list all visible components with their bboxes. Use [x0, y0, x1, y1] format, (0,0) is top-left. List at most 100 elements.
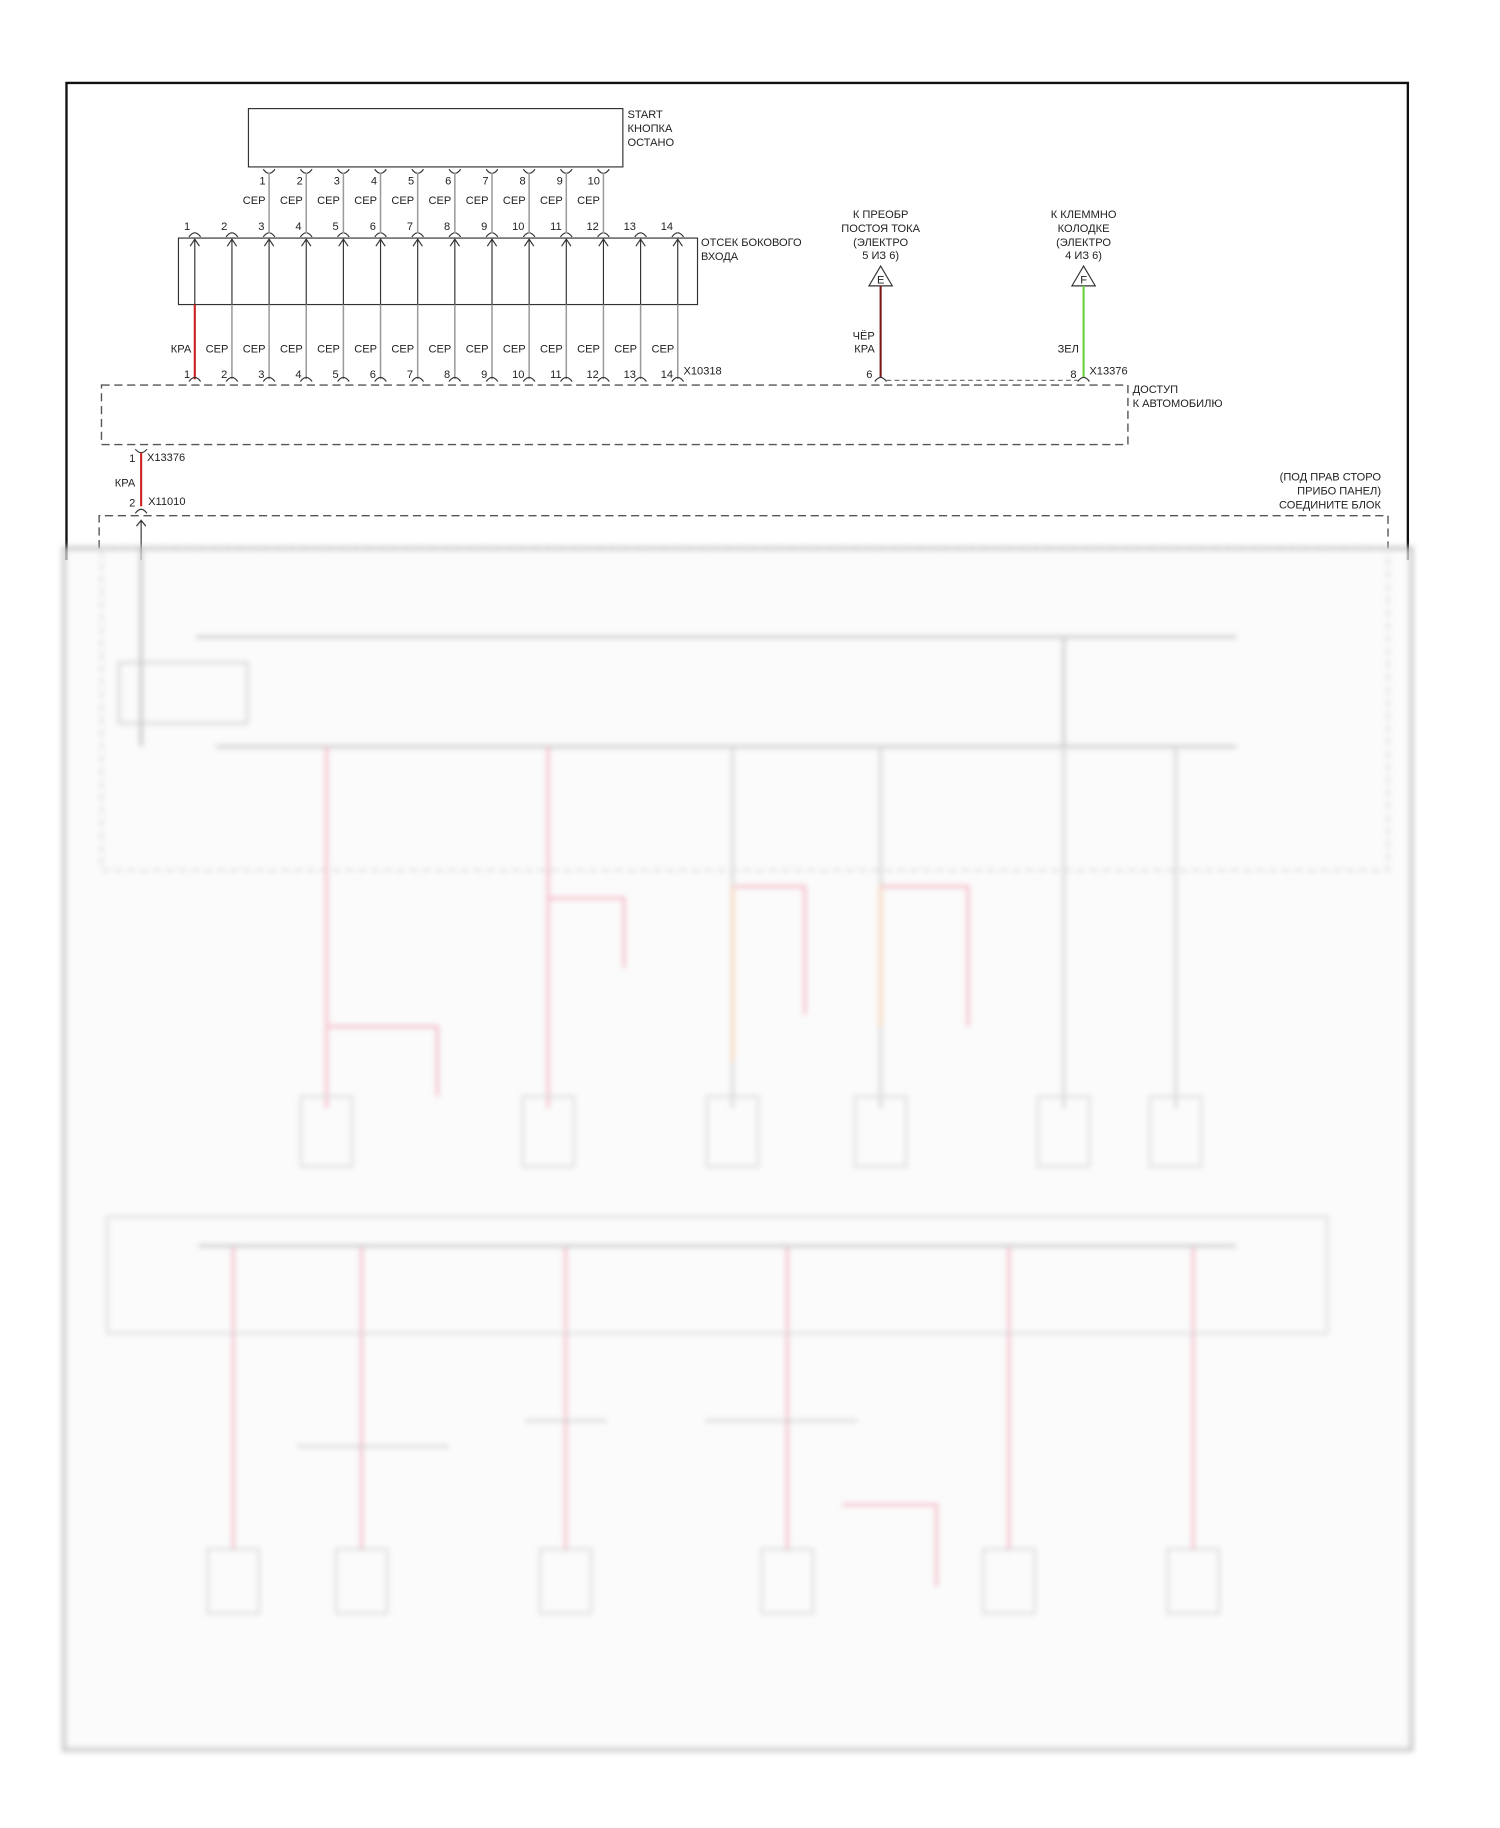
diagram-frame: [65, 81, 1410, 560]
side-entry-pin-cup: [671, 232, 685, 238]
ref-e-label-4: 5 ИЗ 6): [862, 250, 899, 262]
junction-block-box: [98, 514, 1389, 549]
link-top-pin: 1: [129, 453, 135, 465]
connector-wire-color: СЕР: [577, 343, 600, 355]
obscured-component: [334, 1547, 389, 1615]
junction-block-label-2: ПРИБО ПАНЕЛ): [1297, 486, 1381, 498]
start-button-pin-cup: [262, 168, 276, 174]
ref-f-pin-cup: [1077, 376, 1090, 382]
connector-pin-number: 2: [221, 369, 227, 381]
connector-pin-number: 4: [295, 369, 301, 381]
side-entry-pin-cup: [299, 232, 313, 238]
side-entry-pin-arrow: [672, 238, 683, 305]
ref-f-connector: X13376: [1089, 366, 1127, 378]
start-button-pin-number: 7: [482, 175, 488, 187]
connector-pin-number: 6: [370, 369, 376, 381]
ref-f-label-3: (ЭЛЕКТРО: [1056, 237, 1111, 249]
connector-wire-color: СЕР: [651, 343, 674, 355]
connector-pin-cup: [262, 376, 276, 382]
start-button-wire-color: СЕР: [317, 195, 340, 207]
start-button-pin-cup: [448, 168, 462, 174]
start-button-pin-number: 2: [297, 175, 303, 187]
connector-pin-cup: [448, 376, 462, 382]
side-entry-pin-number: 11: [550, 221, 562, 233]
start-button-pin-number: 8: [519, 175, 525, 187]
start-button-wire-color: СЕР: [503, 195, 526, 207]
start-button-wire-color: СЕР: [577, 195, 600, 207]
ref-f-wire-color: ЗЕЛ: [1058, 343, 1079, 355]
connector-pin-cup: [671, 376, 685, 382]
start-button-pin-cup: [485, 168, 499, 174]
start-button-wire-color: СЕР: [354, 195, 377, 207]
start-button-pin-number: 10: [588, 175, 600, 187]
obscured-diagram-section: [61, 545, 1414, 1753]
vehicle-access-label-2: К АВТОМОБИЛЮ: [1133, 398, 1223, 410]
start-button-wire-color: СЕР: [280, 195, 303, 207]
start-button-wire-color: СЕР: [429, 195, 452, 207]
connector-pin-number: 7: [407, 369, 413, 381]
side-entry-pin-cup: [448, 232, 462, 238]
connector-wire-color: СЕР: [466, 343, 489, 355]
connector-wire-color: СЕР: [503, 343, 526, 355]
obscured-component: [206, 1547, 261, 1615]
connector-pin-cup: [522, 376, 536, 382]
obscured-component: [1036, 1095, 1091, 1168]
side-entry-pin-arrow: [635, 238, 646, 305]
start-button-pin-cup: [374, 168, 387, 174]
start-button-label-2: КНОПКА: [628, 123, 673, 135]
obscured-component: [1166, 1547, 1221, 1615]
start-button-pin-cup: [522, 168, 536, 174]
vehicle-access-box: [100, 384, 1129, 446]
connector-wire-color: СЕР: [540, 343, 563, 355]
side-entry-pin-cup: [597, 232, 610, 238]
side-entry-pin-arrow: [486, 238, 498, 305]
start-button-pin-cup: [597, 168, 610, 174]
side-entry-pin-arrow: [338, 238, 349, 305]
connector-pin-number: 12: [586, 369, 598, 381]
start-button-pin-number: 4: [371, 175, 377, 187]
connector-wire-color: СЕР: [354, 343, 377, 355]
side-entry-pin-arrow: [561, 238, 572, 305]
connector-wire-color: КРА: [171, 343, 192, 355]
connector-pin-number: 8: [444, 369, 450, 381]
side-entry-pin-arrow: [375, 238, 386, 305]
start-button-component: [247, 108, 624, 168]
obscured-component: [299, 1095, 354, 1168]
connector-pin-cup: [374, 376, 387, 382]
pin-group: 1КРА12СЕР23СЕР34СЕР45СЕР56СЕР67СЕР78СЕР8…: [171, 168, 685, 382]
connector-wire-color: СЕР: [614, 343, 637, 355]
connector-pin-number: 10: [512, 369, 524, 381]
start-button-wire-color: СЕР: [391, 195, 414, 207]
vehicle-access-label-1: ДОСТУП: [1133, 384, 1179, 396]
start-button-pin-number: 3: [334, 175, 340, 187]
side-entry-pin-cup: [374, 232, 387, 238]
start-button-label-1: START: [628, 109, 664, 121]
start-button-pin-cup: [299, 168, 313, 174]
junction-block-label-3: СОЕДИНИТЕ БЛОК: [1279, 500, 1382, 512]
connector-wire-color: СЕР: [391, 343, 414, 355]
side-entry-pin-arrow: [449, 238, 460, 305]
connector-wire-color: СЕР: [206, 343, 229, 355]
connector-pin-cup: [485, 376, 499, 382]
side-entry-pin-number: 10: [512, 221, 524, 233]
side-entry-pin-arrow: [598, 238, 609, 305]
ref-e-pin: 6: [866, 369, 872, 381]
junction-block-label-1: (ПОД ПРАВ СТОРО: [1280, 472, 1382, 484]
side-entry-pin-number: 13: [624, 221, 636, 233]
start-button-pin-cup: [559, 168, 573, 174]
connector-wire-color: СЕР: [429, 343, 452, 355]
side-entry-pin-cup: [188, 232, 202, 238]
side-entry-pin-number: 14: [661, 221, 673, 233]
start-button-wire-color: СЕР: [540, 195, 563, 207]
connector-pin-cup: [559, 376, 573, 382]
side-entry-pin-number: 12: [586, 221, 598, 233]
side-entry-pin-number: 4: [295, 221, 301, 233]
connector-pin-cup: [634, 376, 647, 382]
start-button-label-3: ОСТАНО: [628, 137, 675, 149]
connector-pin-number: 3: [258, 369, 264, 381]
side-entry-pin-number: 7: [407, 221, 413, 233]
side-entry-pin-cup: [522, 232, 536, 238]
side-entry-pin-arrow: [263, 238, 275, 305]
ref-e-pin-cup: [874, 376, 887, 382]
connector-pin-number: 1: [184, 369, 190, 381]
